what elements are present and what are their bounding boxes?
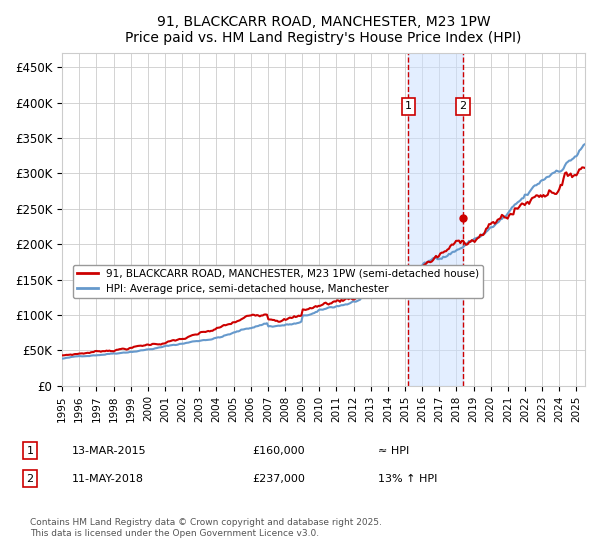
Text: 13% ↑ HPI: 13% ↑ HPI bbox=[378, 474, 437, 484]
Text: 1: 1 bbox=[26, 446, 34, 456]
Legend: 91, BLACKCARR ROAD, MANCHESTER, M23 1PW (semi-detached house), HPI: Average pric: 91, BLACKCARR ROAD, MANCHESTER, M23 1PW … bbox=[73, 264, 483, 298]
Text: 2: 2 bbox=[459, 101, 466, 111]
Text: 2: 2 bbox=[26, 474, 34, 484]
Text: 11-MAY-2018: 11-MAY-2018 bbox=[72, 474, 144, 484]
Text: £237,000: £237,000 bbox=[252, 474, 305, 484]
Text: 13-MAR-2015: 13-MAR-2015 bbox=[72, 446, 146, 456]
Text: £160,000: £160,000 bbox=[252, 446, 305, 456]
Bar bbox=[409, 53, 463, 386]
Text: Contains HM Land Registry data © Crown copyright and database right 2025.
This d: Contains HM Land Registry data © Crown c… bbox=[30, 518, 382, 538]
Title: 91, BLACKCARR ROAD, MANCHESTER, M23 1PW
Price paid vs. HM Land Registry's House : 91, BLACKCARR ROAD, MANCHESTER, M23 1PW … bbox=[125, 15, 522, 45]
Text: 1: 1 bbox=[405, 101, 412, 111]
Text: ≈ HPI: ≈ HPI bbox=[378, 446, 409, 456]
